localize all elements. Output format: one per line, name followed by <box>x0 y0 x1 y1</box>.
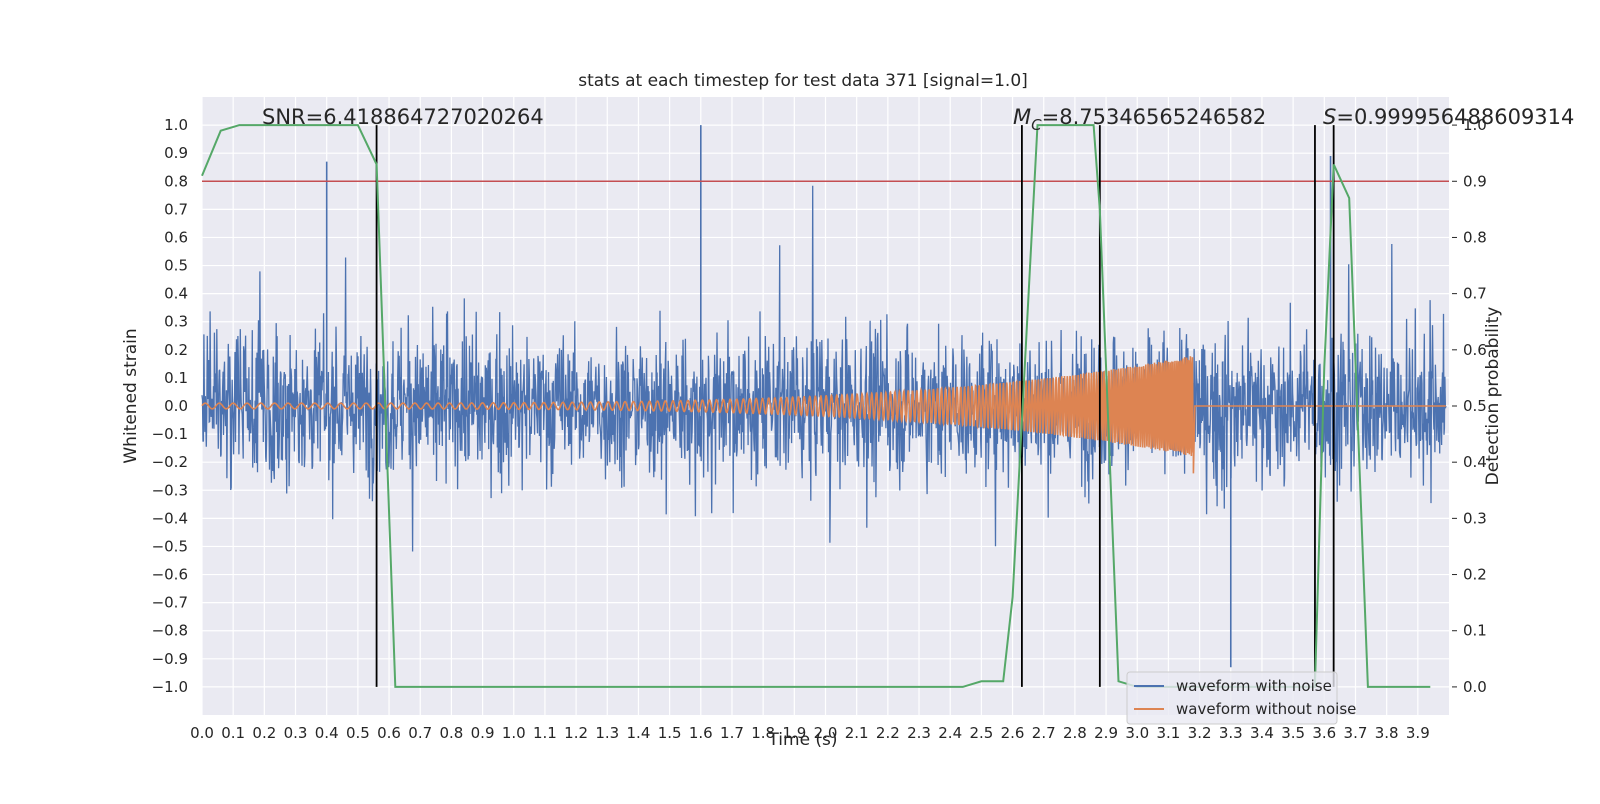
y2-tick-label: 0.5 <box>1463 397 1487 415</box>
y-tick-label: 0.6 <box>164 228 188 246</box>
x-tick-label: 1.7 <box>720 724 744 742</box>
series-waveform-with-noise <box>201 185 1447 552</box>
y-tick-label: 1.0 <box>164 116 188 134</box>
x-tick-label: 2.7 <box>1032 724 1056 742</box>
y-tick-label: 0.3 <box>164 313 188 331</box>
y-tick-label: 0.7 <box>164 200 188 218</box>
y2-tick-label: 0.8 <box>1463 228 1487 246</box>
x-tick-label: 1.8 <box>751 724 775 742</box>
y-tick-label: 0.9 <box>164 144 188 162</box>
legend-label-clean: waveform without noise <box>1176 700 1356 718</box>
y-tick-label: −0.5 <box>152 537 188 555</box>
x-tick-label: 2.0 <box>814 724 838 742</box>
x-tick-label: 0.6 <box>377 724 401 742</box>
y2-tick-label: 0.4 <box>1463 453 1487 471</box>
y-tick-label: −0.6 <box>152 566 188 584</box>
x-tick-label: 0.7 <box>408 724 432 742</box>
y-tick-label: −0.2 <box>152 453 188 471</box>
legend: waveform with noise waveform without noi… <box>1126 671 1356 725</box>
y2-axis-label: Detection probability <box>1483 307 1503 486</box>
x-tick-label: 0.5 <box>346 724 370 742</box>
series-detection-probability <box>201 124 1431 688</box>
y-tick-label: 0.5 <box>164 257 188 275</box>
y-tick-label: 0.0 <box>164 397 188 415</box>
y-tick-label: −0.4 <box>152 509 188 527</box>
series-waveform-without-noise <box>201 356 1446 474</box>
x-tick-label: 3.5 <box>1281 724 1305 742</box>
x-tick-label: 3.7 <box>1344 724 1368 742</box>
x-tick-label: 2.3 <box>907 724 931 742</box>
y2-tick-label: 0.2 <box>1463 566 1487 584</box>
y-tick-label: 0.1 <box>164 369 188 387</box>
x-tick-label: 1.3 <box>595 724 619 742</box>
x-tick-label: 3.1 <box>1156 724 1180 742</box>
chirp-mass-annotation: MC=8.75346565246582 <box>1013 105 1266 134</box>
x-tick-label: 1.4 <box>627 724 651 742</box>
x-tick-label: 0.3 <box>284 724 308 742</box>
x-tick-label: 2.5 <box>969 724 993 742</box>
x-tick-label: 1.0 <box>502 724 526 742</box>
x-tick-label: 0.4 <box>315 724 339 742</box>
y-tick-label: 0.4 <box>164 285 188 303</box>
y-tick-label: −0.3 <box>152 481 188 499</box>
x-tick-label: 0.8 <box>439 724 463 742</box>
y2-tick-label: 0.0 <box>1463 678 1487 696</box>
x-axis-label: Time (s) <box>767 730 837 750</box>
clean-layer <box>201 356 1446 474</box>
x-tick-label: 1.5 <box>658 724 682 742</box>
x-tick-label: 3.0 <box>1125 724 1149 742</box>
x-tick-label: 0.1 <box>221 724 245 742</box>
x-tick-label: 1.9 <box>782 724 806 742</box>
x-tick-label: 3.8 <box>1375 724 1399 742</box>
prob-layer <box>201 124 1431 688</box>
y-tick-label: −0.7 <box>152 594 188 612</box>
y-tick-label: −1.0 <box>152 678 188 696</box>
x-tick-label: 0.9 <box>471 724 495 742</box>
y2-tick-label: 0.6 <box>1463 341 1487 359</box>
ticks-layer: 0.0 0.1 0.2 0.3 0.4 0.5 0.6 0.7 0.8 0.9 1.0 1.1 1.2 1… <box>152 116 1487 742</box>
legend-box <box>1126 671 1338 725</box>
x-tick-label: 2.8 <box>1063 724 1087 742</box>
y-axis-label: Whitened strain <box>121 328 141 463</box>
x-tick-label: 3.6 <box>1312 724 1336 742</box>
score-annotation: S=0.9999564886093​14 <box>1323 105 1574 129</box>
snr-annotation: SNR=6.418864727020264 <box>262 105 544 129</box>
x-tick-label: 2.9 <box>1094 724 1118 742</box>
x-tick-label: 3.3 <box>1219 724 1243 742</box>
y-tick-label: −0.1 <box>152 425 188 443</box>
legend-label-noise: waveform with noise <box>1176 677 1332 695</box>
x-tick-label: 1.6 <box>689 724 713 742</box>
y2-tick-label: 0.3 <box>1463 509 1487 527</box>
x-tick-label: 2.1 <box>845 724 869 742</box>
y2-tick-label: 0.1 <box>1463 622 1487 640</box>
y2-tick-label: 1.0 <box>1463 116 1487 134</box>
x-tick-label: 3.2 <box>1188 724 1212 742</box>
x-tick-label: 1.2 <box>564 724 588 742</box>
x-tick-label: 2.4 <box>938 724 962 742</box>
x-tick-label: 3.9 <box>1406 724 1430 742</box>
x-tick-label: 0.2 <box>252 724 276 742</box>
y-tick-label: 0.8 <box>164 172 188 190</box>
noise-layer <box>201 125 1447 668</box>
x-tick-label: 2.2 <box>876 724 900 742</box>
y2-tick-label: 0.7 <box>1463 285 1487 303</box>
chart-title: stats at each timestep for test data 371… <box>578 71 1028 91</box>
x-tick-label: 1.1 <box>533 724 557 742</box>
x-tick-label: 0.0 <box>190 724 214 742</box>
y-tick-label: 0.2 <box>164 341 188 359</box>
y2-tick-label: 0.9 <box>1463 172 1487 190</box>
x-tick-label: 3.4 <box>1250 724 1274 742</box>
y-tick-label: −0.9 <box>152 650 188 668</box>
y-tick-label: −0.8 <box>152 622 188 640</box>
x-tick-label: 2.6 <box>1001 724 1025 742</box>
